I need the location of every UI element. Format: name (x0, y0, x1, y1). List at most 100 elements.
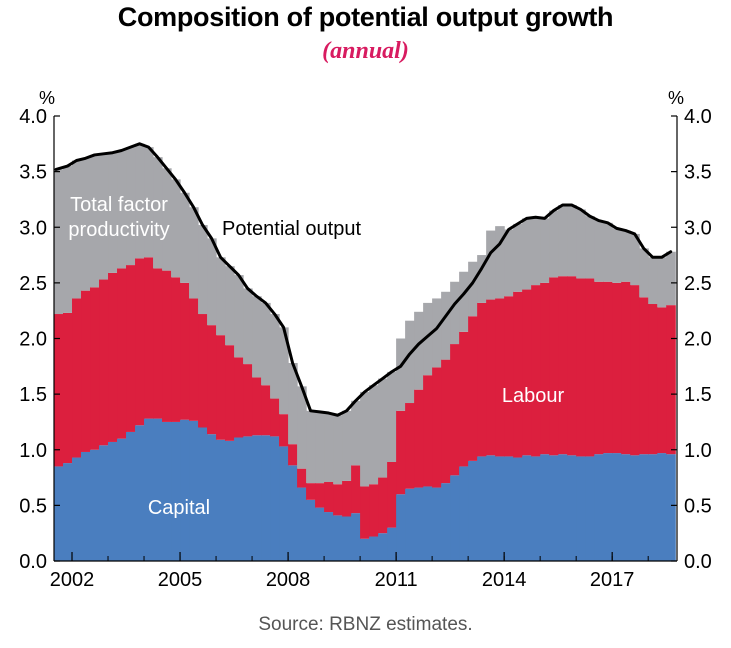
capital-bar (252, 435, 262, 561)
y-unit-right: % (668, 88, 684, 108)
labour-bar (135, 258, 145, 426)
capital-bar (648, 454, 658, 561)
x-tick-label: 2014 (482, 569, 527, 591)
capital-bar (414, 487, 424, 561)
y-tick-label-left: 4.0 (19, 106, 47, 128)
tfp-bar (513, 223, 523, 292)
tfp-bar (306, 410, 316, 484)
capital-bar (657, 453, 667, 561)
tfp-bar (126, 147, 136, 266)
capital-bar (585, 456, 595, 561)
labour-bar (639, 297, 649, 455)
tfp-bar (288, 362, 298, 445)
capital-bar (522, 455, 532, 561)
y-tick-label-left: 0.0 (19, 551, 47, 573)
tfp-bar (153, 157, 163, 269)
y-tick-label-right: 2.0 (684, 329, 712, 351)
axes (53, 115, 678, 562)
tfp-bar (540, 218, 550, 283)
capital-bar (171, 421, 181, 561)
labour-bar (459, 331, 469, 467)
labour-bar (378, 477, 388, 534)
y-tick-label-left: 2.0 (19, 329, 47, 351)
tfp-bar (297, 386, 307, 469)
tfp-bar (648, 257, 658, 305)
y-tick-label-right: 0.0 (684, 551, 712, 573)
tfp-bar (432, 298, 442, 368)
capital-bar (126, 431, 136, 561)
labour-bar (270, 398, 280, 437)
capital-bar (306, 499, 316, 561)
y-tick-label-right: 3.5 (684, 162, 712, 184)
labour-bar (585, 278, 595, 457)
labour-bar (72, 298, 82, 458)
capital-bar (378, 533, 388, 561)
labour-bar (207, 325, 217, 435)
capital-bar (216, 439, 226, 561)
capital-bar (261, 435, 271, 561)
labour-bar (414, 389, 424, 488)
labour-bar (261, 385, 271, 436)
tfp-bar (198, 225, 208, 315)
capital-bar (540, 454, 550, 561)
tfp-bar (603, 222, 613, 282)
capital-bar (117, 438, 127, 562)
tfp-bar (225, 266, 235, 346)
capital-bar (225, 440, 235, 561)
capital-bar (603, 453, 613, 561)
capital-bar (279, 446, 289, 561)
capital-bar (315, 507, 325, 561)
tfp-bar (279, 327, 289, 415)
capital-bar (486, 455, 496, 561)
capital-bar (342, 516, 352, 561)
potential-output-path (54, 142, 673, 417)
labour-bar (450, 344, 460, 476)
labour-bar (81, 290, 91, 452)
y-unit-left: % (39, 88, 55, 108)
annotation-capital: Capital (148, 497, 210, 519)
labour-bar (333, 484, 343, 516)
labour-bar (279, 414, 289, 447)
labour-bar (360, 486, 370, 539)
tfp-bar (459, 271, 469, 332)
capital-bar (369, 536, 379, 561)
capital-bar (351, 513, 361, 561)
tfp-bar (621, 230, 631, 282)
y-tick-label-right: 4.0 (684, 106, 712, 128)
labour-bar (441, 359, 451, 484)
labour-bar (540, 282, 550, 455)
tfp-bar (450, 281, 460, 345)
tfp-bar (387, 371, 397, 462)
labour-bar (630, 285, 640, 456)
labour-bar (567, 276, 577, 456)
y-tick-label-right: 2.5 (684, 273, 712, 295)
labour-bar (558, 276, 568, 455)
tfp-bar (117, 150, 127, 269)
annotation-tfp-line1: Total factor (70, 194, 168, 216)
capital-bar (180, 419, 190, 561)
tfp-bar (333, 415, 343, 485)
capital-bar (549, 455, 559, 561)
tfp-bar (423, 302, 433, 376)
capital-bar (450, 475, 460, 561)
tfp-bar (252, 296, 262, 378)
labour-bar (144, 257, 154, 419)
labour-bar (423, 375, 433, 487)
labour-bar (612, 282, 622, 454)
x-tick-label: 2002 (50, 569, 95, 591)
capital-bar (441, 483, 451, 562)
chart-title: Composition of potential output growth (117, 2, 614, 32)
tfp-bar (567, 205, 577, 277)
tfp-bar (630, 233, 640, 286)
labour-bar (216, 335, 226, 440)
tfp-bar (639, 248, 649, 298)
x-tick-label: 2008 (266, 569, 311, 591)
labour-bar (531, 285, 541, 457)
labour-bar (432, 367, 442, 488)
tfp-bar (558, 205, 568, 277)
capital-bar (288, 465, 298, 561)
capital-bar (477, 456, 487, 561)
tfp-bar (216, 257, 226, 336)
labour-bar (576, 278, 586, 457)
